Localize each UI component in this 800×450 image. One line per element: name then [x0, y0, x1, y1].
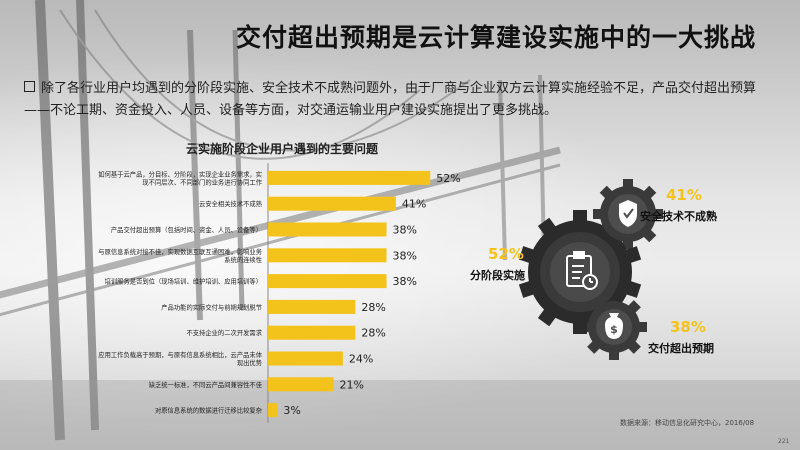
money-bag-icon: $	[605, 313, 623, 339]
category-label: 产品功能的实际交付与前期规划脱节	[161, 302, 262, 311]
bar	[268, 299, 356, 314]
bar-value-label: 38%	[393, 224, 417, 237]
bar-value-label: 28%	[361, 301, 385, 314]
bar	[268, 196, 396, 211]
bar-value-label: 28%	[361, 327, 385, 340]
clipboard-clock-icon	[566, 251, 598, 290]
category-label: 产品交付超出预算（包括时间、资金、人员、设备等）	[111, 225, 262, 234]
category-label: 培训服务是否到位（现场培训、维护培训、应用培训等）	[105, 277, 262, 286]
category-label: 应用工作负载高于预期，与原有信息系统相比，云产品未体现出优势	[98, 350, 262, 367]
category-label: 与原信息系统对接不佳，实现数据互联互通困难，影响业务系统的连续性	[98, 247, 262, 264]
stat-label-phased: 分阶段实施	[470, 269, 525, 282]
svg-text:$: $	[610, 323, 618, 336]
stat-pct-phased: 52%	[488, 245, 524, 263]
stat-pct-delivery: 38%	[670, 318, 706, 336]
bar	[268, 274, 387, 289]
category-label: 云安全相关技术不成熟	[199, 199, 263, 208]
page-number: 221	[778, 438, 790, 445]
chart-title: 云实施阶段企业用户遇到的主要问题	[186, 142, 379, 156]
bar-value-label: 38%	[393, 275, 417, 288]
bar-value-label: 24%	[349, 353, 373, 366]
category-label: 不支持企业的二次开发需求	[186, 328, 262, 337]
bar	[268, 222, 387, 237]
bar-value-label: 41%	[402, 198, 426, 211]
bar-value-label: 38%	[393, 249, 417, 262]
category-label: 缺乏统一标准，不同云产品间兼容性不佳	[149, 380, 263, 389]
stat-label-security: 安全技术不成熟	[640, 210, 717, 223]
description-text: 除了各行业用户均遇到的分阶段实施、安全技术不成熟问题外，由于厂商与企业双方云计算…	[24, 81, 757, 118]
shield-icon	[619, 200, 637, 227]
bar	[268, 377, 334, 392]
bar	[268, 325, 356, 340]
bar	[268, 351, 343, 366]
category-label: 如何基于云产品，分目标、分阶段，实现企业业务需求，实现不同层次、不同部门的业务进…	[98, 169, 262, 186]
bar	[268, 403, 278, 418]
top-gear-teeth	[593, 179, 663, 249]
bar-value-label: 21%	[340, 378, 364, 391]
description: 除了各行业用户均遇到的分阶段实施、安全技术不成熟问题外，由于厂商与企业双方云计算…	[24, 78, 776, 122]
bar	[268, 248, 387, 263]
bar-value-label: 3%	[283, 404, 300, 417]
data-source: 数据来源：移动信息化研究中心，2016/08	[620, 419, 755, 427]
bar-value-label: 52%	[436, 172, 460, 185]
category-label: 对原信息系统的数据进行迁移比较复杂	[155, 406, 262, 415]
checkbox-bullet-icon	[24, 81, 35, 92]
bar	[268, 170, 431, 185]
stat-label-delivery: 交付超出预期	[648, 342, 714, 355]
page-title: 交付超出预期是云计算建设实施中的一大挑战	[236, 23, 757, 52]
stat-pct-security: 41%	[666, 186, 702, 204]
